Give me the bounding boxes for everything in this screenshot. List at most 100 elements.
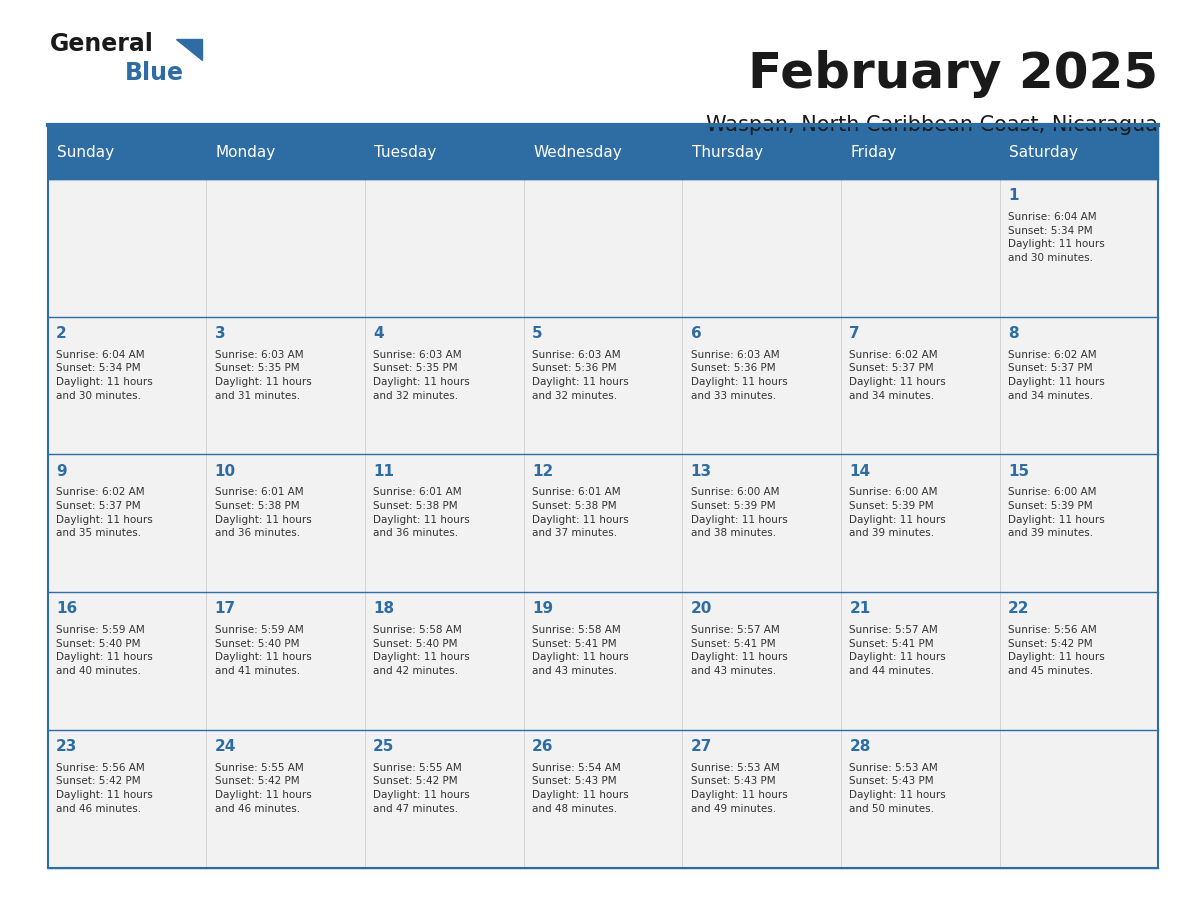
- Text: Sunrise: 6:04 AM
Sunset: 5:34 PM
Daylight: 11 hours
and 30 minutes.: Sunrise: 6:04 AM Sunset: 5:34 PM Dayligh…: [56, 350, 152, 400]
- Text: 12: 12: [532, 464, 554, 478]
- Text: Tuesday: Tuesday: [374, 145, 437, 160]
- Text: 22: 22: [1007, 601, 1030, 616]
- Text: Sunrise: 6:01 AM
Sunset: 5:38 PM
Daylight: 11 hours
and 36 minutes.: Sunrise: 6:01 AM Sunset: 5:38 PM Dayligh…: [373, 487, 470, 538]
- Text: 19: 19: [532, 601, 552, 616]
- FancyBboxPatch shape: [207, 592, 365, 730]
- Text: Sunrise: 5:59 AM
Sunset: 5:40 PM
Daylight: 11 hours
and 40 minutes.: Sunrise: 5:59 AM Sunset: 5:40 PM Dayligh…: [56, 625, 152, 676]
- FancyBboxPatch shape: [48, 454, 207, 592]
- Text: Friday: Friday: [851, 145, 897, 160]
- Text: 16: 16: [56, 601, 77, 616]
- Text: Sunrise: 5:55 AM
Sunset: 5:42 PM
Daylight: 11 hours
and 46 minutes.: Sunrise: 5:55 AM Sunset: 5:42 PM Dayligh…: [215, 763, 311, 813]
- Text: Sunrise: 5:57 AM
Sunset: 5:41 PM
Daylight: 11 hours
and 43 minutes.: Sunrise: 5:57 AM Sunset: 5:41 PM Dayligh…: [690, 625, 788, 676]
- Text: Thursday: Thursday: [691, 145, 763, 160]
- FancyBboxPatch shape: [999, 454, 1158, 592]
- Text: Blue: Blue: [125, 61, 184, 84]
- FancyBboxPatch shape: [682, 730, 841, 868]
- Text: Sunrise: 5:54 AM
Sunset: 5:43 PM
Daylight: 11 hours
and 48 minutes.: Sunrise: 5:54 AM Sunset: 5:43 PM Dayligh…: [532, 763, 628, 813]
- FancyBboxPatch shape: [207, 317, 365, 454]
- Text: Sunrise: 5:55 AM
Sunset: 5:42 PM
Daylight: 11 hours
and 47 minutes.: Sunrise: 5:55 AM Sunset: 5:42 PM Dayligh…: [373, 763, 470, 813]
- Text: 26: 26: [532, 739, 554, 754]
- Text: 7: 7: [849, 326, 860, 341]
- FancyBboxPatch shape: [524, 454, 682, 592]
- Text: Sunrise: 6:00 AM
Sunset: 5:39 PM
Daylight: 11 hours
and 39 minutes.: Sunrise: 6:00 AM Sunset: 5:39 PM Dayligh…: [1007, 487, 1105, 538]
- FancyBboxPatch shape: [841, 730, 999, 868]
- Text: 8: 8: [1007, 326, 1018, 341]
- Text: Sunrise: 6:00 AM
Sunset: 5:39 PM
Daylight: 11 hours
and 39 minutes.: Sunrise: 6:00 AM Sunset: 5:39 PM Dayligh…: [849, 487, 946, 538]
- Text: 27: 27: [690, 739, 712, 754]
- FancyBboxPatch shape: [999, 730, 1158, 868]
- Text: Sunrise: 6:01 AM
Sunset: 5:38 PM
Daylight: 11 hours
and 36 minutes.: Sunrise: 6:01 AM Sunset: 5:38 PM Dayligh…: [215, 487, 311, 538]
- Text: 24: 24: [215, 739, 236, 754]
- FancyBboxPatch shape: [48, 592, 207, 730]
- Text: Sunday: Sunday: [57, 145, 114, 160]
- Text: 15: 15: [1007, 464, 1029, 478]
- Text: 2: 2: [56, 326, 67, 341]
- Text: Sunrise: 6:01 AM
Sunset: 5:38 PM
Daylight: 11 hours
and 37 minutes.: Sunrise: 6:01 AM Sunset: 5:38 PM Dayligh…: [532, 487, 628, 538]
- Text: Sunrise: 6:02 AM
Sunset: 5:37 PM
Daylight: 11 hours
and 35 minutes.: Sunrise: 6:02 AM Sunset: 5:37 PM Dayligh…: [56, 487, 152, 538]
- Text: 3: 3: [215, 326, 226, 341]
- Text: 4: 4: [373, 326, 384, 341]
- FancyBboxPatch shape: [524, 317, 682, 454]
- FancyBboxPatch shape: [999, 179, 1158, 317]
- Text: Sunrise: 6:03 AM
Sunset: 5:35 PM
Daylight: 11 hours
and 32 minutes.: Sunrise: 6:03 AM Sunset: 5:35 PM Dayligh…: [373, 350, 470, 400]
- Text: 14: 14: [849, 464, 871, 478]
- Text: 21: 21: [849, 601, 871, 616]
- Text: 6: 6: [690, 326, 701, 341]
- Text: Sunrise: 6:03 AM
Sunset: 5:35 PM
Daylight: 11 hours
and 31 minutes.: Sunrise: 6:03 AM Sunset: 5:35 PM Dayligh…: [215, 350, 311, 400]
- Text: Sunrise: 6:02 AM
Sunset: 5:37 PM
Daylight: 11 hours
and 34 minutes.: Sunrise: 6:02 AM Sunset: 5:37 PM Dayligh…: [1007, 350, 1105, 400]
- Text: Sunrise: 5:57 AM
Sunset: 5:41 PM
Daylight: 11 hours
and 44 minutes.: Sunrise: 5:57 AM Sunset: 5:41 PM Dayligh…: [849, 625, 946, 676]
- Text: February 2025: February 2025: [748, 50, 1158, 98]
- Text: Waspan, North Caribbean Coast, Nicaragua: Waspan, North Caribbean Coast, Nicaragua: [707, 115, 1158, 135]
- Text: Sunrise: 6:03 AM
Sunset: 5:36 PM
Daylight: 11 hours
and 33 minutes.: Sunrise: 6:03 AM Sunset: 5:36 PM Dayligh…: [690, 350, 788, 400]
- FancyBboxPatch shape: [682, 454, 841, 592]
- FancyBboxPatch shape: [841, 592, 999, 730]
- FancyBboxPatch shape: [524, 179, 682, 317]
- FancyBboxPatch shape: [48, 126, 1158, 179]
- FancyBboxPatch shape: [365, 454, 524, 592]
- Text: Sunrise: 5:53 AM
Sunset: 5:43 PM
Daylight: 11 hours
and 50 minutes.: Sunrise: 5:53 AM Sunset: 5:43 PM Dayligh…: [849, 763, 946, 813]
- FancyBboxPatch shape: [365, 317, 524, 454]
- Text: Sunrise: 5:58 AM
Sunset: 5:41 PM
Daylight: 11 hours
and 43 minutes.: Sunrise: 5:58 AM Sunset: 5:41 PM Dayligh…: [532, 625, 628, 676]
- FancyBboxPatch shape: [524, 730, 682, 868]
- FancyBboxPatch shape: [682, 317, 841, 454]
- Text: Sunrise: 5:56 AM
Sunset: 5:42 PM
Daylight: 11 hours
and 46 minutes.: Sunrise: 5:56 AM Sunset: 5:42 PM Dayligh…: [56, 763, 152, 813]
- Text: 25: 25: [373, 739, 394, 754]
- FancyBboxPatch shape: [999, 317, 1158, 454]
- FancyBboxPatch shape: [841, 454, 999, 592]
- FancyBboxPatch shape: [682, 592, 841, 730]
- Text: 10: 10: [215, 464, 235, 478]
- Text: Sunrise: 5:59 AM
Sunset: 5:40 PM
Daylight: 11 hours
and 41 minutes.: Sunrise: 5:59 AM Sunset: 5:40 PM Dayligh…: [215, 625, 311, 676]
- FancyBboxPatch shape: [48, 179, 207, 317]
- Text: Saturday: Saturday: [1009, 145, 1079, 160]
- FancyBboxPatch shape: [682, 179, 841, 317]
- FancyBboxPatch shape: [48, 730, 207, 868]
- Text: Sunrise: 6:04 AM
Sunset: 5:34 PM
Daylight: 11 hours
and 30 minutes.: Sunrise: 6:04 AM Sunset: 5:34 PM Dayligh…: [1007, 212, 1105, 263]
- FancyBboxPatch shape: [999, 592, 1158, 730]
- FancyBboxPatch shape: [48, 317, 207, 454]
- FancyBboxPatch shape: [524, 592, 682, 730]
- Text: Monday: Monday: [216, 145, 276, 160]
- Text: 28: 28: [849, 739, 871, 754]
- Text: 13: 13: [690, 464, 712, 478]
- FancyBboxPatch shape: [207, 179, 365, 317]
- Text: Sunrise: 6:00 AM
Sunset: 5:39 PM
Daylight: 11 hours
and 38 minutes.: Sunrise: 6:00 AM Sunset: 5:39 PM Dayligh…: [690, 487, 788, 538]
- Text: Wednesday: Wednesday: [533, 145, 621, 160]
- FancyBboxPatch shape: [841, 179, 999, 317]
- Text: Sunrise: 6:03 AM
Sunset: 5:36 PM
Daylight: 11 hours
and 32 minutes.: Sunrise: 6:03 AM Sunset: 5:36 PM Dayligh…: [532, 350, 628, 400]
- Text: 18: 18: [373, 601, 394, 616]
- Text: Sunrise: 5:56 AM
Sunset: 5:42 PM
Daylight: 11 hours
and 45 minutes.: Sunrise: 5:56 AM Sunset: 5:42 PM Dayligh…: [1007, 625, 1105, 676]
- FancyBboxPatch shape: [207, 454, 365, 592]
- FancyBboxPatch shape: [365, 592, 524, 730]
- FancyBboxPatch shape: [365, 730, 524, 868]
- Text: 20: 20: [690, 601, 712, 616]
- Text: Sunrise: 6:02 AM
Sunset: 5:37 PM
Daylight: 11 hours
and 34 minutes.: Sunrise: 6:02 AM Sunset: 5:37 PM Dayligh…: [849, 350, 946, 400]
- Text: 5: 5: [532, 326, 543, 341]
- Text: 1: 1: [1007, 188, 1018, 203]
- Text: 11: 11: [373, 464, 394, 478]
- FancyBboxPatch shape: [841, 317, 999, 454]
- FancyBboxPatch shape: [207, 730, 365, 868]
- Text: 23: 23: [56, 739, 77, 754]
- Text: Sunrise: 5:53 AM
Sunset: 5:43 PM
Daylight: 11 hours
and 49 minutes.: Sunrise: 5:53 AM Sunset: 5:43 PM Dayligh…: [690, 763, 788, 813]
- Text: 17: 17: [215, 601, 235, 616]
- Text: Sunrise: 5:58 AM
Sunset: 5:40 PM
Daylight: 11 hours
and 42 minutes.: Sunrise: 5:58 AM Sunset: 5:40 PM Dayligh…: [373, 625, 470, 676]
